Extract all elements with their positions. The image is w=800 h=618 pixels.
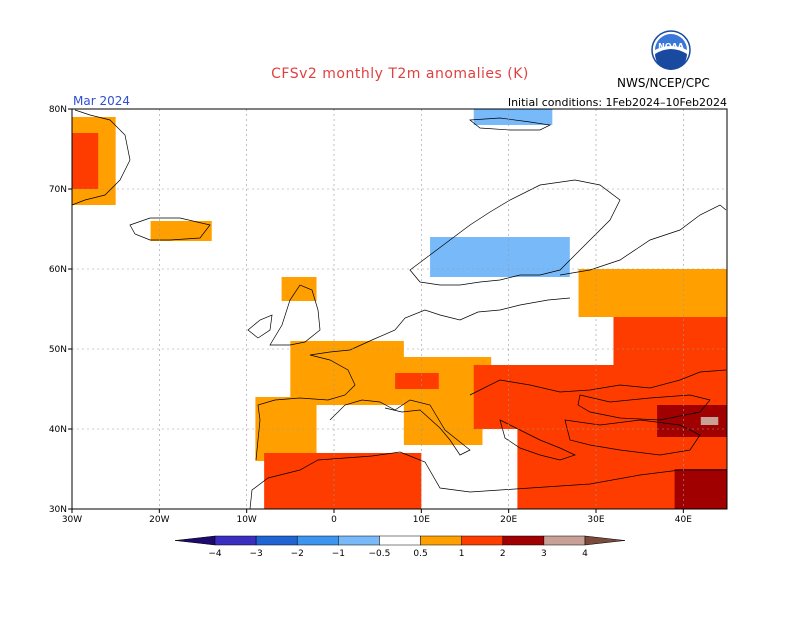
anomaly-region-1 — [72, 133, 99, 189]
colorbar-box — [502, 535, 545, 546]
lon-tick-label: 20E — [500, 515, 517, 525]
lon-tick-label: 10E — [413, 515, 430, 525]
initial-conditions: Initial conditions: 1Feb2024–10Feb2024 — [507, 96, 727, 109]
forecast-month: Mar 2024 — [73, 94, 130, 108]
lat-tick-label: 40N — [49, 425, 67, 435]
lon-tick-label: 20W — [149, 515, 169, 525]
axis-ticks: 30W 20W 10W 0 10E 20E 30E 40E 30N 40N 50N 60N 70N 80N — [49, 105, 692, 525]
colorbar-label: 0.5 — [413, 549, 427, 559]
colorbar-upper-arrow — [584, 535, 626, 546]
organization-label: NWS/NCEP/CPC — [617, 76, 710, 90]
anomaly-regions — [72, 109, 727, 509]
lat-tick-label: 60N — [49, 265, 67, 275]
colorbar-box — [461, 535, 504, 546]
colorbar: −4 −3 −2 −1 −0.5 0.5 1 2 3 4 — [174, 535, 626, 559]
colorbar-label: −3 — [249, 549, 262, 559]
colorbar-label: −2 — [291, 549, 304, 559]
lat-tick-label: 50N — [49, 345, 67, 355]
colorbar-label: −1 — [332, 549, 345, 559]
colorbar-label: 1 — [459, 549, 465, 559]
anomaly-region-18 — [473, 109, 553, 125]
colorbar-box — [255, 535, 298, 546]
noaa-logo: NOAA — [651, 30, 691, 70]
lat-tick-label: 70N — [49, 185, 67, 195]
coastlines — [71, 109, 727, 510]
colorbar-label: −0.5 — [369, 549, 391, 559]
map-title: CFSv2 monthly T2m anomalies (K) — [271, 66, 529, 82]
lon-tick-label: 30E — [587, 515, 604, 525]
colorbar-box — [296, 535, 339, 546]
lon-tick-label: 10W — [236, 515, 256, 525]
colorbar-label: 4 — [582, 549, 588, 559]
colorbar-label: 2 — [500, 549, 506, 559]
lon-tick-label: 0 — [331, 515, 337, 525]
colorbar-box — [214, 535, 257, 546]
colorbar-label: 3 — [541, 549, 547, 559]
colorbar-lower-arrow — [174, 535, 216, 546]
anomaly-region-5 — [290, 341, 404, 405]
colorbar-box — [543, 535, 586, 546]
anomaly-region-16 — [674, 469, 727, 509]
anomaly-region-3 — [281, 277, 317, 301]
map-border — [71, 108, 728, 510]
anomaly-region-12 — [264, 453, 422, 509]
colorbar-box — [379, 535, 421, 546]
colorbar-box — [420, 535, 462, 546]
anomaly-region-15 — [700, 417, 719, 425]
lat-tick-label: 30N — [49, 505, 67, 515]
anomaly-region-7 — [403, 381, 483, 445]
lon-tick-label: 40E — [675, 515, 692, 525]
graticule — [72, 109, 727, 509]
anomaly-region-2 — [150, 221, 212, 241]
anomaly-region-4 — [255, 397, 317, 461]
lon-tick-label: 30W — [62, 515, 82, 525]
anomaly-region-8 — [395, 373, 439, 389]
anomaly-region-17 — [430, 237, 570, 277]
lat-tick-label: 80N — [49, 105, 67, 115]
anomaly-region-11 — [578, 269, 727, 317]
colorbar-box — [338, 535, 380, 546]
colorbar-label: −4 — [208, 549, 222, 559]
logo-text: NOAA — [658, 42, 684, 51]
